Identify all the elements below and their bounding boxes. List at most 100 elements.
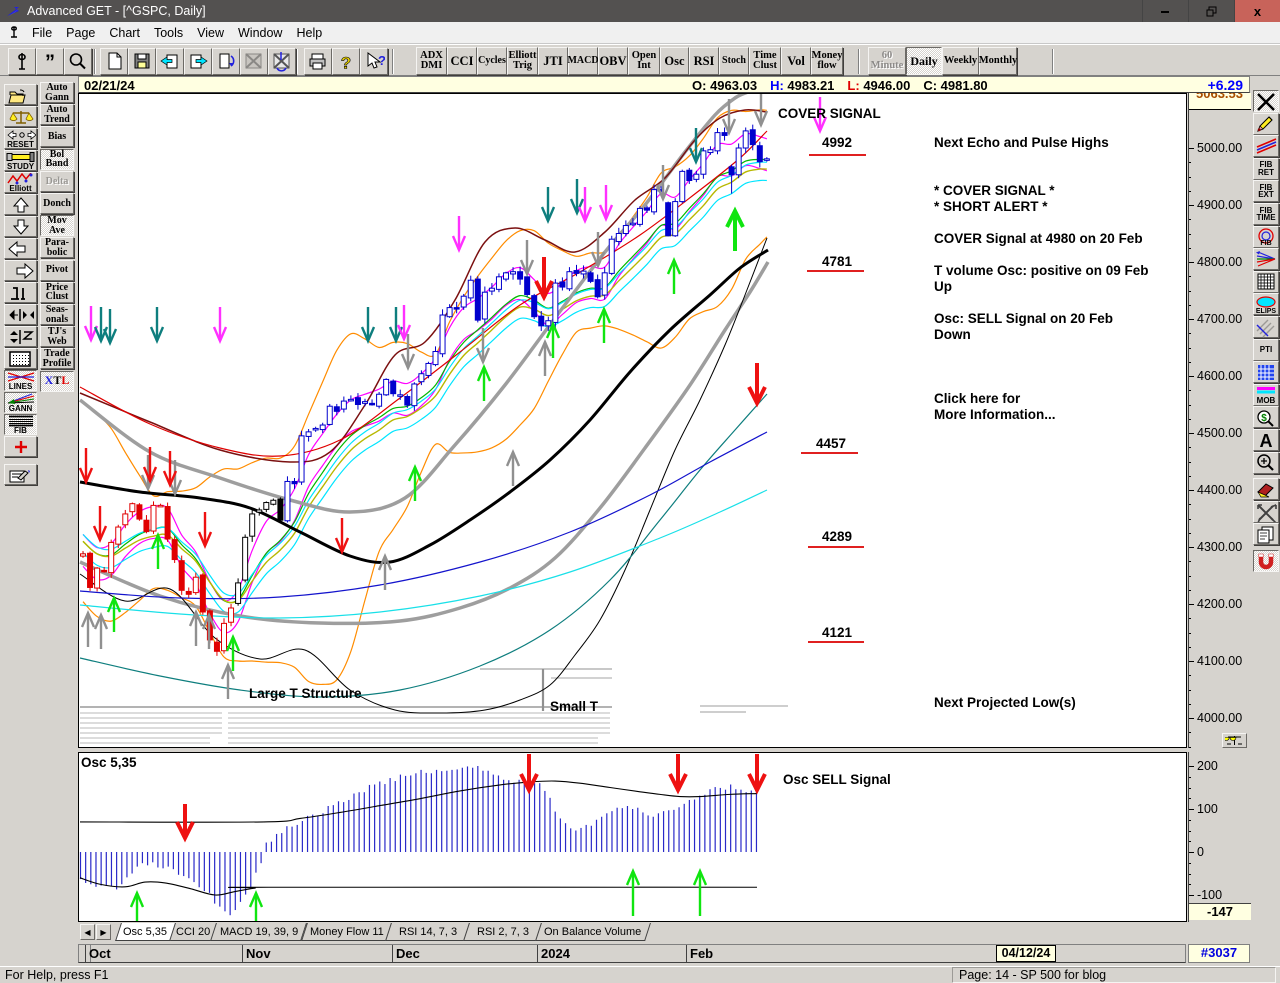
study-price-clust[interactable]: Price Clust: [40, 281, 74, 303]
print-button[interactable]: [304, 48, 332, 75]
tool-bar-count[interactable]: [4, 282, 37, 303]
draw-pti[interactable]: PTI: [1253, 338, 1279, 361]
tool-lines[interactable]: LINES: [4, 370, 37, 391]
period-weekly[interactable]: Weekly: [942, 47, 979, 75]
study-xtl[interactable]: XTL: [40, 370, 74, 392]
menu-help[interactable]: Help: [296, 25, 323, 40]
tool-arrow-right[interactable]: [4, 260, 37, 281]
indicator-jti[interactable]: JTI: [538, 47, 568, 75]
study-auto-gann[interactable]: Auto Gann: [40, 82, 74, 103]
draw-mob[interactable]: MOB: [1253, 383, 1279, 406]
tab-osc-5-35[interactable]: Osc 5,35: [115, 923, 176, 941]
draw-magnet[interactable]: [1253, 550, 1279, 572]
tool-properties[interactable]: [4, 464, 37, 485]
draw-fib-circle[interactable]: FIB: [1253, 225, 1279, 248]
tool-arrow-up[interactable]: [4, 194, 37, 215]
study-delta[interactable]: Delta: [40, 170, 74, 192]
draw-fib-ret[interactable]: FIB RET: [1253, 157, 1279, 180]
indicator-macd[interactable]: MACD: [567, 47, 599, 75]
tool-cross[interactable]: [4, 436, 37, 457]
draw-money-study[interactable]: $: [1253, 406, 1279, 429]
study-pivot[interactable]: Pivot: [40, 259, 74, 281]
indicator-osc[interactable]: Osc: [660, 47, 689, 75]
indicator-adx-dmi[interactable]: ADX DMI: [416, 47, 447, 75]
menu-chart[interactable]: Chart: [109, 25, 140, 40]
tab-rsi-14-7-3[interactable]: RSI 14, 7, 3: [385, 923, 471, 941]
period-monthly[interactable]: Monthly: [979, 47, 1017, 75]
draw-ellipse[interactable]: ELIPS: [1253, 293, 1279, 316]
page-prev-button[interactable]: [156, 48, 184, 75]
period-daily[interactable]: Daily: [906, 47, 942, 75]
menu-view[interactable]: View: [197, 25, 224, 40]
tool-gann[interactable]: GANN: [4, 392, 37, 413]
oscillator-panel[interactable]: Osc 5,35 Osc SELL Signal: [78, 752, 1187, 928]
tab-macd-19-39-9[interactable]: MACD 19, 39, 9: [210, 923, 308, 941]
tool-compress-v[interactable]: [4, 326, 37, 347]
window-maximize-button[interactable]: [1188, 0, 1234, 22]
study-para--bolic[interactable]: Para-bolic: [40, 237, 74, 259]
study-mov-ave[interactable]: Mov Ave: [40, 215, 74, 237]
tab-rsi-2-7-3[interactable]: RSI 2, 7, 3: [463, 923, 543, 941]
tool-expand-h[interactable]: [4, 304, 37, 325]
study-trade-profile[interactable]: Trade Profile: [40, 348, 74, 370]
indicator-elliott-trig[interactable]: Elliott Trig: [507, 47, 538, 75]
study-donch[interactable]: Donch: [40, 193, 74, 214]
menu-file[interactable]: File: [32, 25, 53, 40]
help-button[interactable]: ?: [332, 48, 360, 75]
save-button[interactable]: [128, 48, 156, 75]
pin-button[interactable]: [8, 48, 36, 75]
draw-copy-pages[interactable]: [1253, 523, 1279, 546]
new-doc-button[interactable]: [100, 48, 128, 75]
draw-zoom-in[interactable]: [1253, 451, 1279, 474]
indicator-vol[interactable]: Vol: [781, 47, 811, 75]
draw-pencil[interactable]: [1253, 112, 1279, 135]
study-seas--onals[interactable]: Seas-onals: [40, 304, 74, 325]
draw-gann-fan[interactable]: [1253, 248, 1279, 271]
tool-open-folder[interactable]: [4, 84, 37, 105]
indicator-stoch[interactable]: Stoch: [719, 47, 749, 75]
zoom-button[interactable]: [64, 48, 92, 75]
draw-grid-blue[interactable]: [1253, 361, 1279, 384]
page-next-button[interactable]: [184, 48, 212, 75]
study-bol-band[interactable]: Bol Band: [40, 148, 74, 170]
tool-arrow-left[interactable]: [4, 238, 37, 259]
indicator-cycles[interactable]: Cycles: [477, 47, 507, 75]
page-flip-button[interactable]: [212, 48, 240, 75]
tool-elliott[interactable]: Elliott: [4, 172, 37, 193]
grid-x-disabled-button[interactable]: [240, 48, 268, 75]
period-60-minute[interactable]: 60 Minute: [868, 47, 906, 75]
draw-eraser[interactable]: [1253, 478, 1279, 501]
tab-on-balance-volume[interactable]: On Balance Volume: [535, 923, 652, 941]
study-auto-trend[interactable]: Auto Trend: [40, 104, 74, 126]
window-minimize-button[interactable]: [1142, 0, 1188, 22]
draw-grid[interactable]: [1253, 270, 1279, 293]
menu-tools[interactable]: Tools: [153, 25, 184, 40]
menu-page[interactable]: Page: [66, 25, 96, 40]
draw-fib-time[interactable]: FIB TIME: [1253, 203, 1279, 225]
study-tjs-web[interactable]: TJ's Web: [40, 326, 74, 348]
indicator-cci[interactable]: CCI: [447, 47, 477, 75]
window-close-button[interactable]: x: [1234, 0, 1280, 22]
tool-grid-dots[interactable]: [4, 348, 37, 369]
indicator-rsi[interactable]: RSI: [689, 47, 719, 75]
main-chart[interactable]: 4992 4781 4457 4289 4121 COVER SIGNAL Next Ech…: [78, 90, 1187, 748]
draw-close-x[interactable]: [1253, 90, 1279, 112]
grid-x-button[interactable]: [268, 48, 296, 75]
indicator-time-clust[interactable]: Time Clust: [749, 47, 781, 75]
tool-fib[interactable]: FIB: [4, 414, 37, 435]
indicator-money-flow[interactable]: Money flow: [811, 47, 843, 75]
indicator-open-int[interactable]: Open Int: [628, 47, 660, 75]
tool-scales[interactable]: [4, 106, 37, 127]
draw-trend-lines[interactable]: [1253, 135, 1279, 158]
scale-settings-button[interactable]: [1222, 733, 1247, 748]
tab-money-flow-11[interactable]: Money Flow 11: [300, 923, 393, 941]
tab-scroll-right[interactable]: ▶: [96, 924, 111, 940]
draw-fib-ext[interactable]: FIB EXT: [1253, 180, 1279, 203]
tool-reset[interactable]: RESET: [4, 128, 37, 149]
draw-text-tool[interactable]: A: [1253, 429, 1279, 451]
draw-expand[interactable]: [1253, 500, 1279, 523]
context-help-button[interactable]: ?: [360, 48, 388, 75]
tool-study[interactable]: STUDY: [4, 150, 37, 171]
menu-window[interactable]: Window: [238, 25, 283, 40]
study-bias[interactable]: Bias: [40, 126, 74, 148]
